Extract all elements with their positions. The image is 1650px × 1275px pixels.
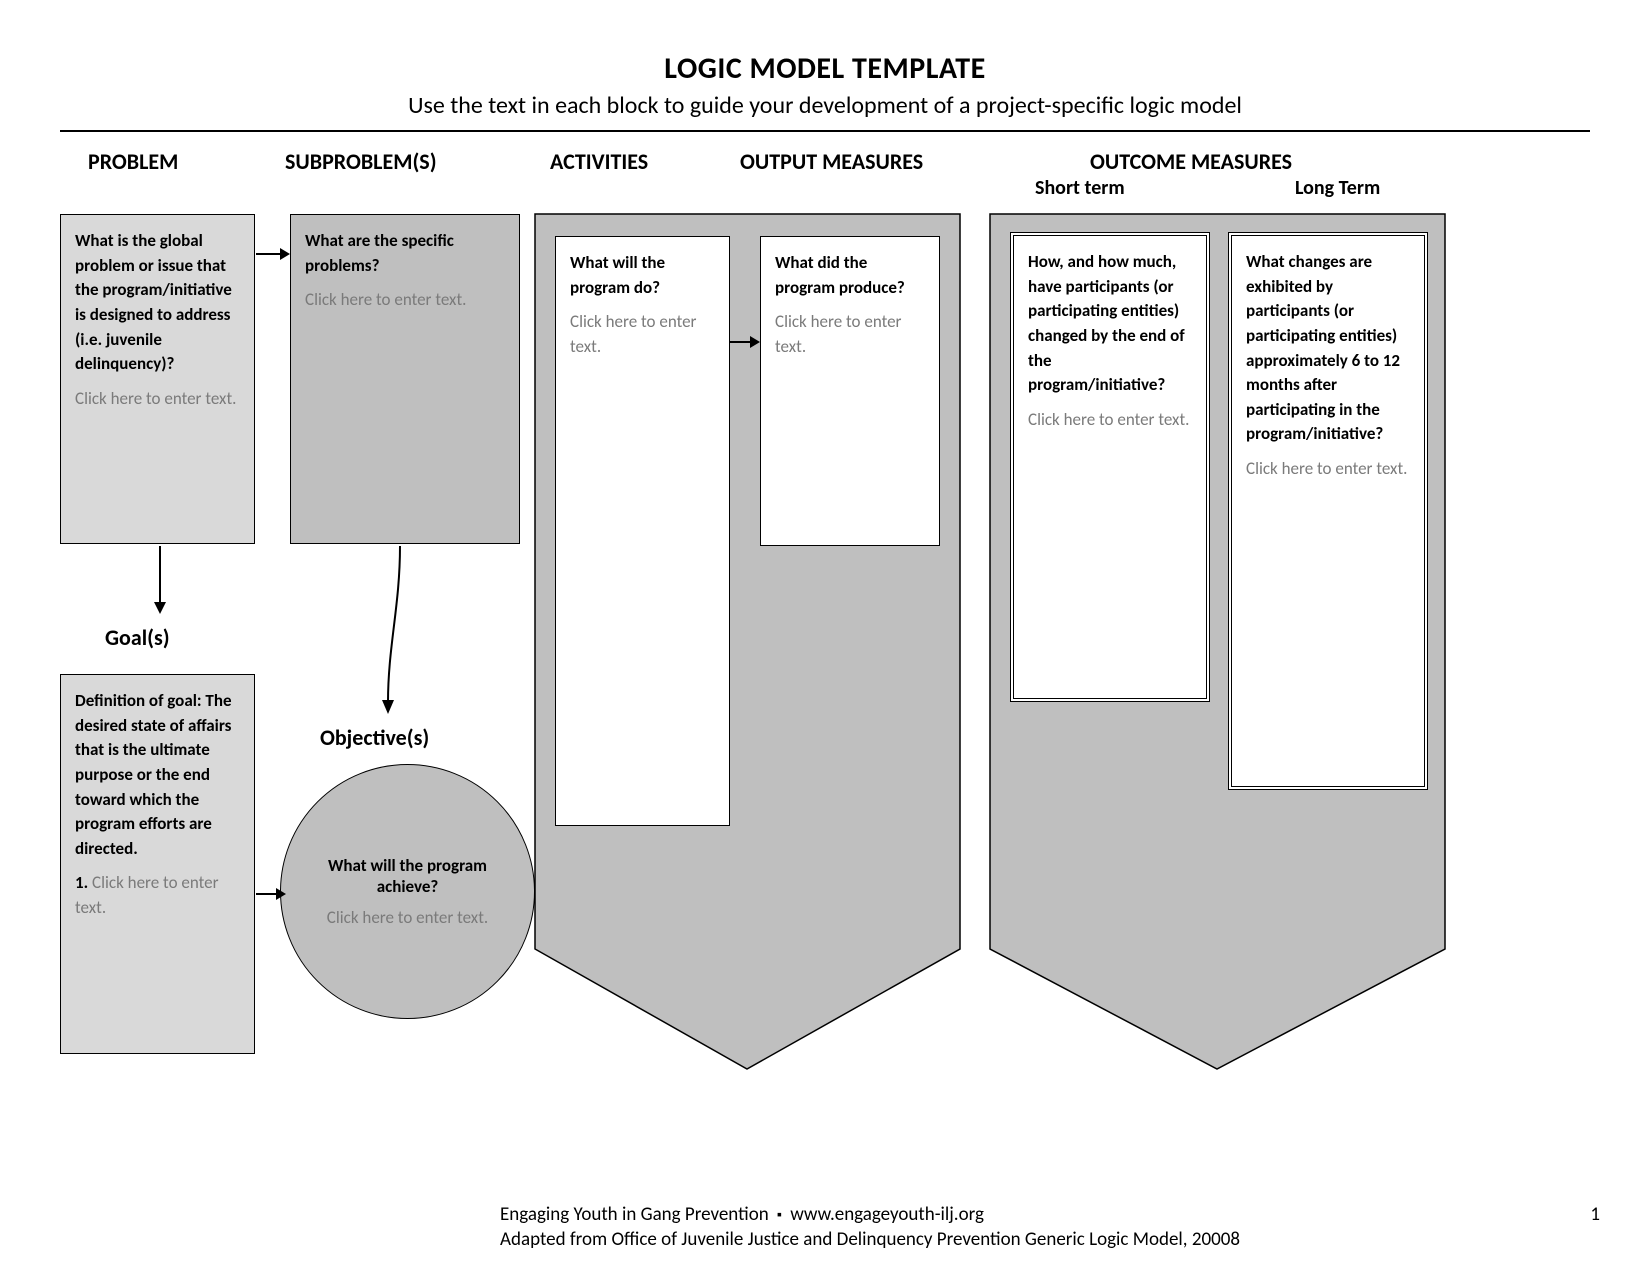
col-outputs: OUTPUT MEASURES xyxy=(740,148,923,175)
subproblems-box[interactable]: What are the specific problems? Click he… xyxy=(290,214,520,544)
objectives-label: Objective(s) xyxy=(320,724,429,751)
problem-placeholder: Click here to enter text. xyxy=(75,387,240,412)
column-headers: PROBLEM SUBPROBLEM(S) ACTIVITIES OUTPUT … xyxy=(60,144,1590,204)
col-outcomes-long: Long Term xyxy=(1295,176,1380,200)
activities-placeholder: Click here to enter text. xyxy=(570,310,715,359)
goals-box[interactable]: Definition of goal: The desired state of… xyxy=(60,674,255,1054)
col-outcomes-short: Short term xyxy=(1035,176,1125,200)
arrow-right-icon xyxy=(256,884,286,904)
arrow-right-icon xyxy=(256,244,290,264)
objectives-placeholder: Click here to enter text. xyxy=(327,907,488,928)
footer-url: www.engageyouth-ilj.org xyxy=(790,1203,984,1226)
arrow-down-icon xyxy=(380,546,420,714)
header-rule xyxy=(60,130,1590,132)
page-number: 1 xyxy=(1590,1202,1600,1228)
outcomes-short-placeholder: Click here to enter text. xyxy=(1028,408,1192,433)
outcomes-long-placeholder: Click here to enter text. xyxy=(1246,457,1410,482)
outputs-placeholder: Click here to enter text. xyxy=(775,310,925,359)
goals-placeholder-text: Click here to enter text. xyxy=(75,872,219,918)
footer: Engaging Youth in Gang Prevention ▪ www.… xyxy=(500,1202,1600,1253)
title-block: LOGIC MODEL TEMPLATE Use the text in eac… xyxy=(60,50,1590,120)
col-activities: ACTIVITIES xyxy=(550,148,648,175)
footer-line2: Adapted from Office of Juvenile Justice … xyxy=(500,1227,1600,1253)
col-outcomes: OUTCOME MEASURES xyxy=(1090,148,1292,175)
activities-prompt: What will the program do? xyxy=(570,251,715,300)
outcomes-short-box[interactable]: How, and how much, have participants (or… xyxy=(1010,232,1210,702)
arrow-right-icon xyxy=(730,332,760,352)
subproblems-placeholder: Click here to enter text. xyxy=(305,288,505,313)
outcomes-short-prompt: How, and how much, have participants (or… xyxy=(1028,250,1192,398)
goals-list-marker: 1. xyxy=(75,872,88,893)
diagram-canvas: What is the global problem or issue that… xyxy=(60,204,1590,1224)
page-subtitle: Use the text in each block to guide your… xyxy=(60,91,1590,120)
outputs-box[interactable]: What did the program produce? Click here… xyxy=(760,236,940,546)
outputs-prompt: What did the program produce? xyxy=(775,251,925,300)
outcomes-long-prompt: What changes are exhibited by participan… xyxy=(1246,250,1410,447)
subproblems-prompt: What are the specific problems? xyxy=(305,229,505,278)
activities-box[interactable]: What will the program do? Click here to … xyxy=(555,236,730,826)
page-title: LOGIC MODEL TEMPLATE xyxy=(60,50,1590,87)
col-problem: PROBLEM xyxy=(88,148,178,175)
goals-prompt: Definition of goal: The desired state of… xyxy=(75,689,240,861)
problem-box[interactable]: What is the global problem or issue that… xyxy=(60,214,255,544)
objectives-prompt: What will the program achieve? xyxy=(313,855,503,897)
footer-line1: Engaging Youth in Gang Prevention ▪ www.… xyxy=(500,1202,1600,1228)
problem-prompt: What is the global problem or issue that… xyxy=(75,229,240,377)
bullet-icon: ▪ xyxy=(773,1206,786,1223)
outcomes-long-box[interactable]: What changes are exhibited by participan… xyxy=(1228,232,1428,790)
col-subproblems: SUBPROBLEM(S) xyxy=(285,148,437,175)
objectives-circle[interactable]: What will the program achieve? Click her… xyxy=(280,764,535,1019)
goals-label: Goal(s) xyxy=(105,624,170,651)
footer-org: Engaging Youth in Gang Prevention xyxy=(500,1203,769,1226)
goals-placeholder: 1. Click here to enter text. xyxy=(75,871,240,920)
arrow-down-icon xyxy=(150,546,170,614)
